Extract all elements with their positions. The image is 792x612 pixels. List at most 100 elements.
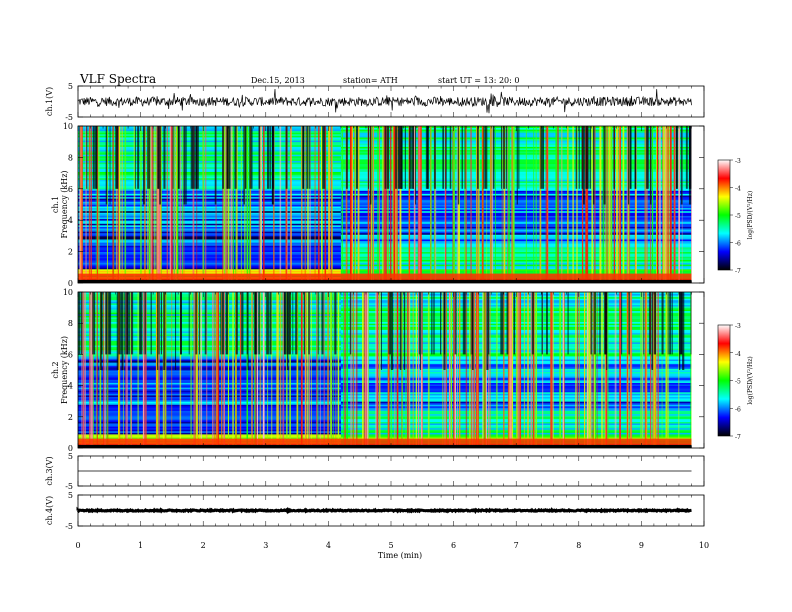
sferic-streak xyxy=(266,292,269,448)
sferic-streak xyxy=(370,126,372,283)
sferic-streak xyxy=(104,292,106,448)
freq-band xyxy=(78,340,341,343)
x-tick-label: 1 xyxy=(138,541,143,550)
figure-title: VLF Spectra xyxy=(79,72,156,86)
sferic-streak xyxy=(328,126,330,283)
freq-band xyxy=(340,221,692,224)
dark-gap xyxy=(388,292,390,355)
sferic-streak xyxy=(337,292,340,448)
sferic-streak xyxy=(323,292,325,448)
freq-band xyxy=(340,235,692,238)
dark-gap xyxy=(229,126,231,189)
freq-band xyxy=(340,212,692,215)
dark-gap xyxy=(678,292,681,370)
dark-gap xyxy=(461,126,463,189)
dark-gap xyxy=(185,126,187,205)
sferic-streak xyxy=(605,126,607,283)
sferic-streak xyxy=(567,126,569,283)
dark-gap xyxy=(285,126,288,189)
freq-band xyxy=(340,154,692,157)
freq-band xyxy=(78,187,341,190)
sferic-streak xyxy=(130,292,132,448)
sferic-streak xyxy=(388,292,389,448)
freq-band xyxy=(340,259,692,262)
freq-band xyxy=(78,379,341,382)
dark-gap xyxy=(226,292,229,355)
dark-gap xyxy=(431,292,433,355)
freq-band xyxy=(340,162,692,165)
sferic-streak xyxy=(300,292,303,448)
sferic-streak xyxy=(459,292,461,448)
sferic-streak xyxy=(305,292,307,448)
sferic-streak xyxy=(230,126,232,283)
freq-band xyxy=(340,213,692,216)
sferic-streak xyxy=(654,292,657,448)
y-tick-label: -5 xyxy=(65,522,73,531)
freq-band xyxy=(340,166,692,169)
date-label: Dec.15, 2013 xyxy=(251,76,305,85)
sferic-streak xyxy=(405,292,407,448)
sferic-streak xyxy=(478,126,480,283)
dark-gap xyxy=(680,126,683,205)
sferic-streak xyxy=(84,292,86,448)
y-axis-label: ch.4(V) xyxy=(45,496,54,525)
freq-band xyxy=(78,363,341,366)
colorbar-tick-label: -7 xyxy=(735,434,741,441)
dark-gap xyxy=(603,126,606,205)
sferic-streak xyxy=(367,126,370,283)
sferic-streak xyxy=(470,292,473,448)
dark-gap xyxy=(160,292,162,355)
y-tick-label: 8 xyxy=(68,153,73,162)
frequency-label: Frequency (kHz) xyxy=(60,170,69,238)
dark-gap xyxy=(180,292,182,355)
dark-gap xyxy=(585,126,588,189)
sferic-streak xyxy=(551,292,553,448)
freq-band xyxy=(340,217,692,220)
sferic-streak xyxy=(387,126,389,283)
dark-gap xyxy=(592,126,595,205)
freq-band xyxy=(340,207,692,210)
sferic-streak xyxy=(481,126,483,283)
sferic-streak xyxy=(356,292,358,448)
sferic-streak xyxy=(350,126,352,283)
freq-band xyxy=(78,310,341,313)
sferic-streak xyxy=(400,126,402,283)
freq-band xyxy=(340,130,692,133)
dark-gap xyxy=(542,126,544,189)
sferic-streak xyxy=(646,292,648,448)
sferic-streak xyxy=(473,292,475,448)
sferic-streak xyxy=(394,126,397,283)
dark-gap xyxy=(567,292,569,355)
sferic-streak xyxy=(674,126,676,283)
dark-gap xyxy=(334,292,337,355)
dark-gap xyxy=(629,126,632,189)
dark-gap xyxy=(295,292,298,355)
sferic-streak xyxy=(372,126,374,283)
dark-gap xyxy=(289,292,291,355)
waveform-trace xyxy=(77,88,692,114)
sferic-streak xyxy=(434,126,436,283)
dark-gap xyxy=(134,126,136,189)
freq-band xyxy=(78,202,341,205)
sferic-streak xyxy=(216,292,218,448)
dark-gap xyxy=(671,292,673,355)
dark-gap xyxy=(192,126,195,189)
freq-band xyxy=(78,196,341,199)
sferic-streak xyxy=(221,292,223,448)
sferic-streak xyxy=(79,126,81,283)
sferic-streak xyxy=(217,292,219,448)
sferic-streak xyxy=(418,126,420,283)
dark-gap xyxy=(689,126,691,189)
sferic-streak xyxy=(202,126,205,283)
sferic-streak xyxy=(307,126,309,283)
freq-band xyxy=(340,272,692,275)
freq-band xyxy=(340,165,692,168)
freq-band xyxy=(78,264,341,267)
dark-gap xyxy=(220,292,222,355)
dark-gap xyxy=(599,292,601,355)
sferic-streak xyxy=(606,126,608,283)
freq-band xyxy=(78,182,341,185)
sferic-streak xyxy=(255,292,257,448)
sferic-streak xyxy=(409,292,411,448)
freq-band xyxy=(78,335,341,338)
